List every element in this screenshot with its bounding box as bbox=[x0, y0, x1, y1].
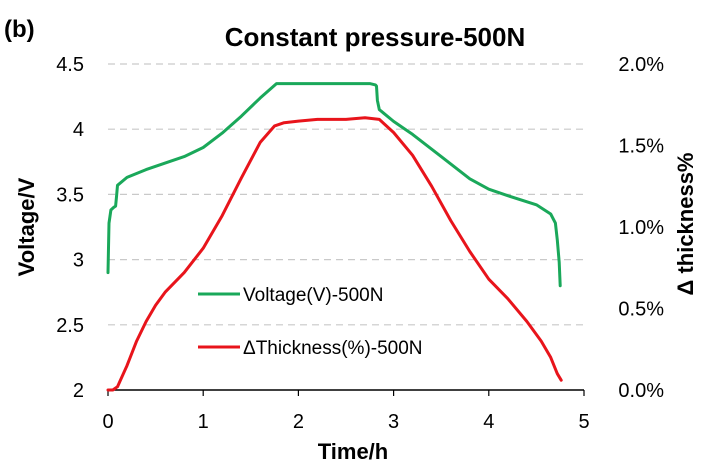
x-tick-label: 5 bbox=[578, 411, 589, 433]
series-line-thickness bbox=[106, 116, 563, 392]
y-tick-label: 3 bbox=[73, 250, 84, 272]
legend-label-thickness: ΔThickness(%)-500N bbox=[243, 338, 423, 359]
y2-tick-label: 1.5% bbox=[618, 136, 664, 158]
y-tick-label: 2 bbox=[73, 380, 84, 402]
y-axis-ticks: 2 2.5 3 3.5 4 4.5 bbox=[56, 54, 84, 402]
series-lines bbox=[106, 82, 563, 392]
legend-label-voltage: Voltage(V)-500N bbox=[243, 285, 383, 306]
x-tick-label: 2 bbox=[293, 411, 304, 433]
y-tick-label: 2.5 bbox=[56, 315, 84, 337]
x-tick-label: 0 bbox=[102, 411, 113, 433]
panel-label: (b) bbox=[4, 16, 35, 43]
y2-tick-label: 0.5% bbox=[618, 299, 664, 321]
y2-axis-ticks: 0.0% 0.5% 1.0% 1.5% 2.0% bbox=[618, 54, 664, 402]
x-tick-label: 3 bbox=[388, 411, 399, 433]
y-tick-label: 3.5 bbox=[56, 184, 84, 206]
legend: Voltage(V)-500N ΔThickness(%)-500N bbox=[198, 285, 423, 359]
chart-title: Constant pressure-500N bbox=[225, 22, 526, 52]
x-tick-label: 1 bbox=[198, 411, 209, 433]
x-axis-title: Time/h bbox=[318, 439, 389, 464]
x-tick-label: 4 bbox=[483, 411, 494, 433]
y2-tick-label: 0.0% bbox=[618, 380, 664, 402]
y-axis-title: Voltage/V bbox=[14, 177, 39, 276]
y2-axis-title: Δ thickness% bbox=[673, 153, 698, 296]
y2-tick-label: 1.0% bbox=[618, 217, 664, 239]
y2-tick-label: 2.0% bbox=[618, 54, 664, 76]
x-axis-ticks: 0 1 2 3 4 5 bbox=[102, 390, 590, 433]
series-line-voltage bbox=[106, 82, 562, 288]
y-tick-label: 4.5 bbox=[56, 54, 84, 76]
y-tick-label: 4 bbox=[73, 119, 84, 141]
